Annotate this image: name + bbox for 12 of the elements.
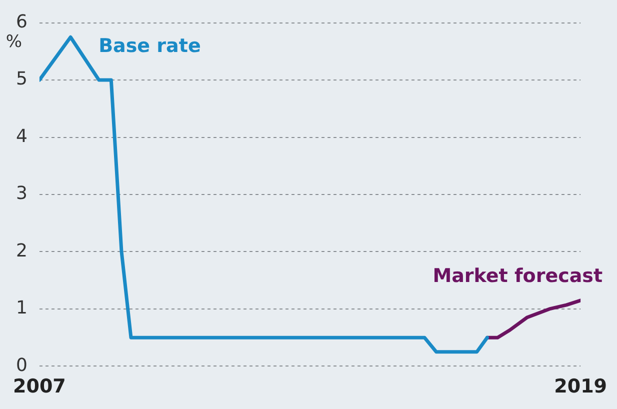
x-tick-label: 2019	[554, 376, 608, 398]
x-tick-label: 2007	[13, 376, 66, 398]
y-tick-label: 2	[16, 240, 28, 262]
y-tick-label: 6	[16, 11, 28, 32]
y-tick-label: 4	[16, 126, 28, 147]
y-tick-label: 0	[16, 354, 28, 376]
y-tick-label: 1	[16, 298, 28, 319]
y-axis-title: %	[6, 32, 22, 52]
y-tick-label: 3	[16, 183, 28, 204]
y-tick-label: 5	[16, 68, 28, 90]
series-label: Base rate	[98, 35, 201, 58]
series-label: Market forecast	[432, 264, 603, 287]
